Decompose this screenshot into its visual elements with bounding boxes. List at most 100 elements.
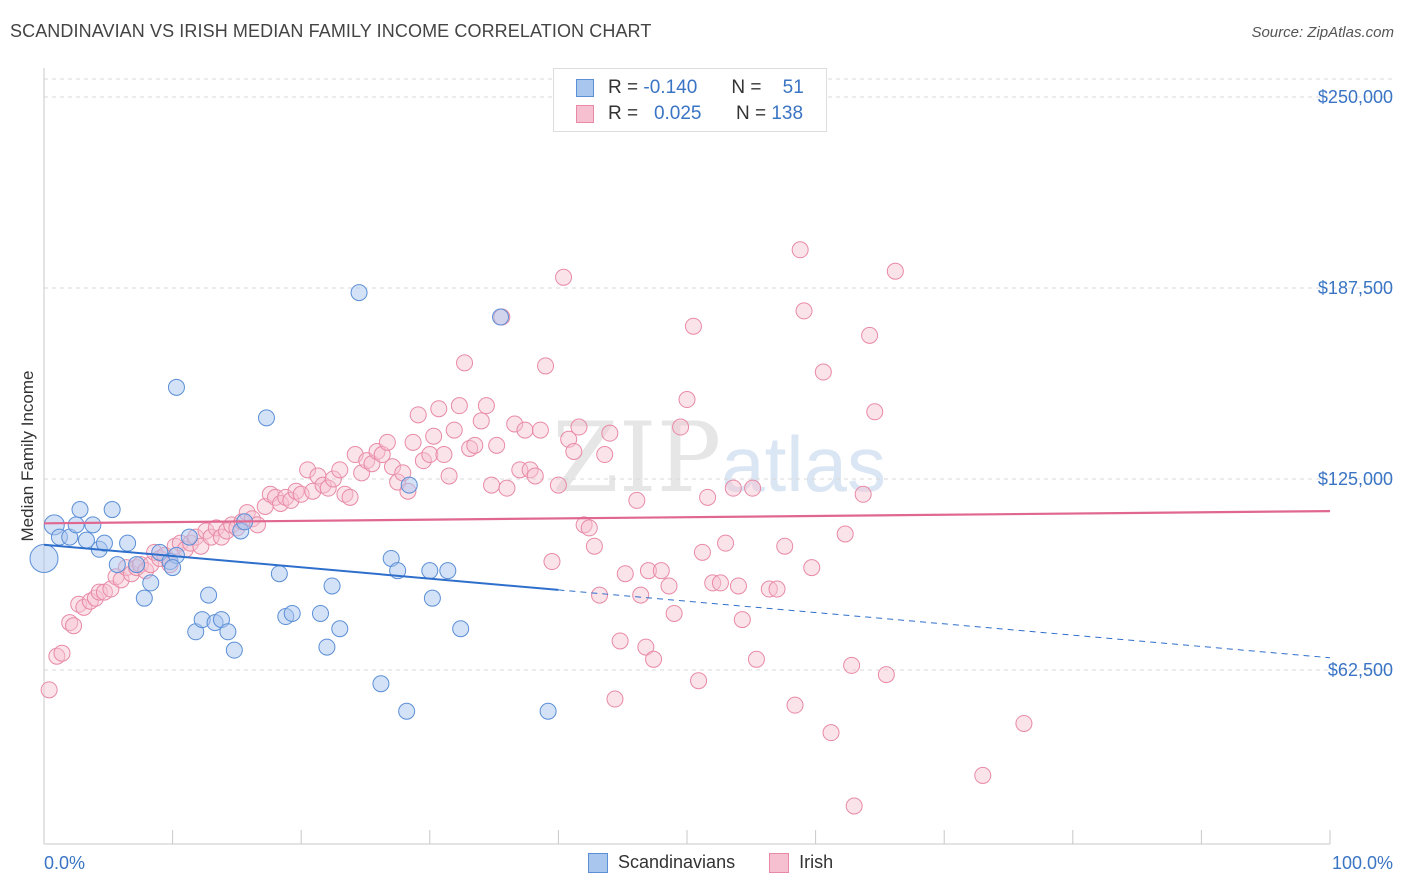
irish-point	[776, 537, 794, 555]
legend-n-label: N =	[735, 103, 767, 124]
irish-point	[314, 476, 332, 494]
irish-point	[404, 433, 422, 451]
legend-item-irish: Irish	[769, 852, 833, 873]
x-tick-label: 0.0%	[44, 853, 85, 873]
scandinavian-point	[283, 604, 301, 622]
scandinavian-point	[219, 623, 237, 641]
irish-point	[803, 559, 821, 577]
scandinavian-point	[71, 501, 89, 519]
watermark: ZIPatlas	[552, 402, 886, 514]
legend-r-value: -0.140	[643, 77, 698, 98]
irish-point	[555, 268, 573, 286]
irish-point	[791, 241, 809, 259]
y-tick-label: $125,000	[1318, 469, 1393, 489]
irish-point	[877, 666, 895, 684]
irish-point	[854, 485, 872, 503]
watermark-zip: ZIP	[552, 402, 722, 514]
legend-r-label: R =	[608, 103, 639, 124]
irish-point	[672, 418, 690, 436]
irish-point	[699, 488, 717, 506]
scandinavian-point	[180, 528, 198, 546]
irish-point	[645, 650, 663, 668]
x-tick-label: 100.0%	[1332, 853, 1393, 873]
irish-points	[40, 241, 1033, 815]
series-legend: Scandinavians Irish	[588, 852, 867, 873]
scandinavian-point	[108, 556, 126, 574]
irish-point	[729, 577, 747, 595]
scandinavian-points	[29, 284, 557, 720]
irish-point	[319, 479, 337, 497]
irish-point	[684, 317, 702, 335]
irish-point	[516, 421, 534, 439]
scandinavian-point	[29, 543, 59, 573]
irish-point	[652, 562, 670, 580]
legend-swatch-blue	[588, 852, 608, 873]
irish-point	[531, 421, 549, 439]
scandinavian-point	[270, 565, 288, 583]
chart-title: SCANDINAVIAN VS IRISH MEDIAN FAMILY INCO…	[10, 21, 652, 41]
scandinavian-point	[167, 378, 185, 396]
irish-trend	[43, 509, 1331, 525]
irish-point	[795, 302, 813, 320]
tick-labels: $62,500 $125,000 $187,500 $250,000 0.0% 100.0…	[18, 87, 1393, 873]
irish-point	[628, 491, 646, 509]
scandinavian-point	[119, 534, 137, 552]
scandinavian-point	[164, 559, 182, 577]
irish-point	[549, 476, 567, 494]
irish-point	[585, 537, 603, 555]
irish-point	[324, 470, 342, 488]
irish-point	[287, 482, 305, 500]
scandinavian-point	[423, 589, 441, 607]
irish-point	[786, 696, 804, 714]
irish-point	[409, 406, 427, 424]
y-tick-label: $62,500	[1328, 660, 1393, 680]
irish-point	[580, 519, 598, 537]
scandinavian-point	[452, 620, 470, 638]
irish-point	[744, 479, 762, 497]
irish-point	[690, 672, 708, 690]
irish-point	[733, 611, 751, 629]
irish-point	[974, 766, 992, 784]
irish-point	[570, 418, 588, 436]
scandinavian-point	[84, 516, 102, 534]
legend-n-label: N =	[731, 77, 762, 98]
irish-point	[665, 604, 683, 622]
scandinavian-trend-dashed	[558, 589, 1331, 659]
legend-n-value: 51	[782, 77, 804, 98]
watermark-atlas: atlas	[721, 420, 886, 508]
irish-point	[822, 724, 840, 742]
irish-point	[414, 452, 432, 470]
irish-point	[461, 439, 479, 457]
irish-point	[768, 580, 786, 598]
irish-point	[1015, 714, 1033, 732]
irish-point	[65, 617, 83, 635]
irish-point	[632, 586, 650, 604]
scandinavian-point	[492, 308, 510, 326]
scandinavian-point	[318, 638, 336, 656]
irish-point	[299, 461, 317, 479]
irish-point	[472, 412, 490, 430]
scandinavian-point	[257, 409, 275, 427]
scandinavian-point	[421, 562, 439, 580]
irish-point	[526, 467, 544, 485]
scandinavian-point	[398, 702, 416, 720]
irish-point	[543, 553, 561, 571]
irish-point	[836, 525, 854, 543]
irish-point	[886, 262, 904, 280]
irish-point	[565, 442, 583, 460]
scandinavian-point	[135, 589, 153, 607]
irish-point	[747, 650, 765, 668]
correlation-legend: R = -0.140 N = 51 R = 0.025 N = 138	[553, 68, 827, 132]
legend-row-scandinavians: R = -0.140 N = 51	[576, 77, 804, 99]
irish-point	[845, 797, 863, 815]
scandinavian-point	[200, 586, 218, 604]
irish-point	[724, 479, 742, 497]
scandinavian-point	[350, 284, 368, 302]
irish-point	[430, 400, 448, 418]
irish-point	[75, 598, 93, 616]
irish-point	[861, 326, 879, 344]
scandinavian-point	[439, 562, 457, 580]
scandinavian-point	[128, 556, 146, 574]
scandinavian-point	[95, 534, 113, 552]
